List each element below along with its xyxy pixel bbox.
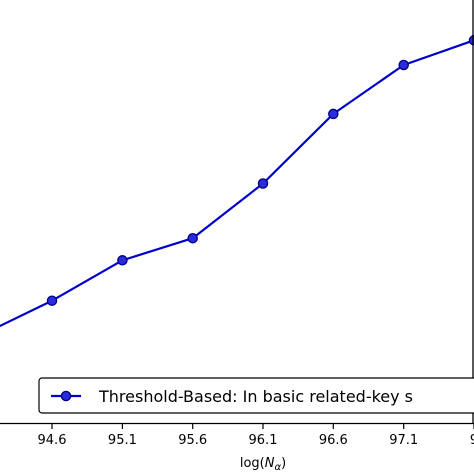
data-point (46, 295, 58, 306)
x-tick-label: 96.1 (249, 433, 278, 448)
x-tick-label: 95.6 (178, 433, 207, 448)
series-layer (0, 35, 474, 328)
x-axis-label-suffix: ) (281, 456, 286, 471)
x-tick-label: 96.6 (319, 433, 348, 448)
x-axis-label-sub: α (274, 462, 281, 473)
legend-entry-label: Threshold-Based: In basic related-key s (98, 387, 413, 406)
legend: Threshold-Based: In basic related-key s (38, 377, 474, 414)
data-point (187, 232, 198, 244)
data-point (328, 108, 339, 120)
x-ticks: 94.6 95.1 95.6 96.1 96.6 97.1 9 (38, 424, 474, 448)
data-point (117, 255, 128, 266)
data-point (398, 59, 409, 71)
series-line-0 (0, 39, 474, 328)
data-point (257, 178, 269, 189)
x-axis-label-prefix: log( (240, 456, 265, 471)
x-axis-label-var: N (265, 456, 275, 471)
legend-marker-swatch (60, 390, 72, 402)
legend-box (38, 377, 474, 414)
x-axis-label: log(Nα) (240, 456, 286, 473)
x-tick-label: 9 (470, 433, 474, 448)
x-tick-label: 97.1 (389, 433, 418, 448)
x-tick-label: 95.1 (108, 433, 137, 448)
x-tick-label: 94.6 (38, 433, 67, 448)
